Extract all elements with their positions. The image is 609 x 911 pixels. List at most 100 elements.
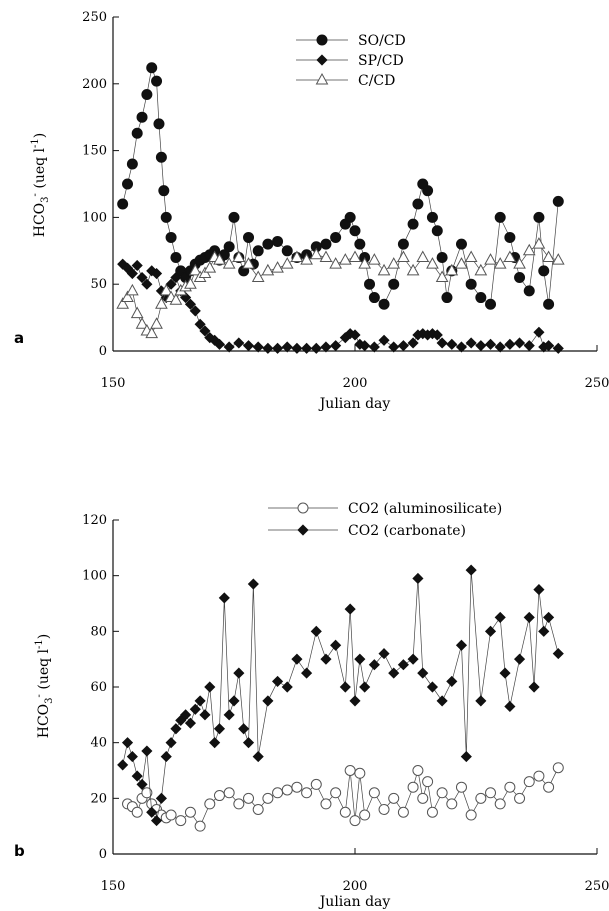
data-point: [321, 654, 331, 664]
data-point: [355, 654, 365, 664]
data-point: [219, 593, 229, 603]
data-point: [486, 339, 496, 349]
x-tick-label: 200: [343, 376, 368, 391]
data-point: [529, 682, 539, 692]
data-point: [161, 752, 171, 762]
data-point: [553, 343, 563, 353]
data-point: [398, 807, 408, 817]
data-point: [350, 816, 360, 826]
data-point: [292, 343, 302, 353]
data-point: [495, 799, 505, 809]
data-point: [345, 212, 355, 222]
data-point: [331, 341, 341, 351]
data-point: [161, 212, 171, 222]
legend-label: SO/CD: [358, 33, 406, 49]
legend-marker: [317, 55, 327, 65]
data-point: [234, 668, 244, 678]
data-point: [447, 676, 457, 686]
data-point: [466, 338, 476, 348]
data-point: [437, 696, 447, 706]
data-point: [553, 649, 563, 659]
data-point: [427, 807, 437, 817]
data-point: [534, 771, 544, 781]
data-point: [244, 738, 254, 748]
data-point: [543, 251, 554, 261]
series-so-cd: [118, 63, 564, 309]
data-point: [224, 710, 234, 720]
data-point: [379, 299, 389, 309]
data-point: [331, 232, 341, 242]
data-point: [340, 682, 350, 692]
data-point: [123, 738, 133, 748]
data-point: [524, 612, 534, 622]
data-point: [408, 654, 418, 664]
data-point: [417, 251, 428, 261]
data-point: [273, 343, 283, 353]
data-point: [350, 226, 360, 236]
y-tick-label: 100: [82, 569, 107, 584]
legend-marker: [317, 35, 327, 45]
data-point: [505, 232, 515, 242]
data-point: [398, 660, 408, 670]
panel-b-series: [118, 565, 564, 831]
data-point: [156, 152, 166, 162]
data-point: [486, 626, 496, 636]
data-point: [534, 212, 544, 222]
data-point: [244, 793, 254, 803]
data-point: [132, 128, 142, 138]
y-tick-label: 150: [82, 144, 107, 159]
data-point: [166, 738, 176, 748]
data-point: [345, 604, 355, 614]
data-point: [311, 779, 321, 789]
data-point: [132, 260, 142, 270]
data-point: [205, 799, 215, 809]
data-point: [321, 799, 331, 809]
data-point: [118, 760, 128, 770]
data-point: [171, 724, 181, 734]
data-point: [524, 245, 535, 255]
y-tick-label: 0: [99, 344, 107, 359]
data-point: [398, 251, 409, 261]
data-point: [389, 793, 399, 803]
data-point: [476, 793, 486, 803]
data-point: [282, 682, 292, 692]
data-point: [423, 186, 433, 196]
data-point: [331, 788, 341, 798]
legend-marker: [317, 74, 328, 84]
data-point: [476, 696, 486, 706]
data-point: [437, 252, 447, 262]
data-point: [195, 821, 205, 831]
data-point: [447, 339, 457, 349]
series-line: [123, 570, 559, 821]
data-point: [311, 626, 321, 636]
data-point: [224, 242, 234, 252]
data-point: [142, 89, 152, 99]
data-point: [413, 766, 423, 776]
data-point: [466, 810, 476, 820]
data-point: [253, 752, 263, 762]
data-point: [524, 286, 534, 296]
data-point: [239, 724, 249, 734]
data-point: [123, 179, 133, 189]
data-point: [389, 279, 399, 289]
data-point: [355, 768, 365, 778]
panel-a-xlabel: Julian day: [318, 396, 391, 412]
data-point: [159, 186, 169, 196]
y-tick-label: 20: [90, 791, 107, 806]
data-point: [437, 338, 447, 348]
data-point: [427, 682, 437, 692]
data-point: [539, 266, 549, 276]
data-point: [345, 766, 355, 776]
data-point: [244, 341, 254, 351]
panel-a-ylabel: HCO3- (ueq l-1): [30, 133, 51, 238]
y-tick-label: 40: [90, 736, 107, 751]
data-point: [389, 668, 399, 678]
data-point: [379, 335, 389, 345]
data-point: [263, 239, 273, 249]
legend-label: SP/CD: [358, 53, 404, 69]
panel-a-label: a: [14, 329, 24, 347]
panel-b: 0 20 40 60 80 100 120 150 200 250 CO2 (aluminosil…: [14, 501, 609, 910]
data-point: [553, 763, 563, 773]
data-point: [214, 791, 224, 801]
